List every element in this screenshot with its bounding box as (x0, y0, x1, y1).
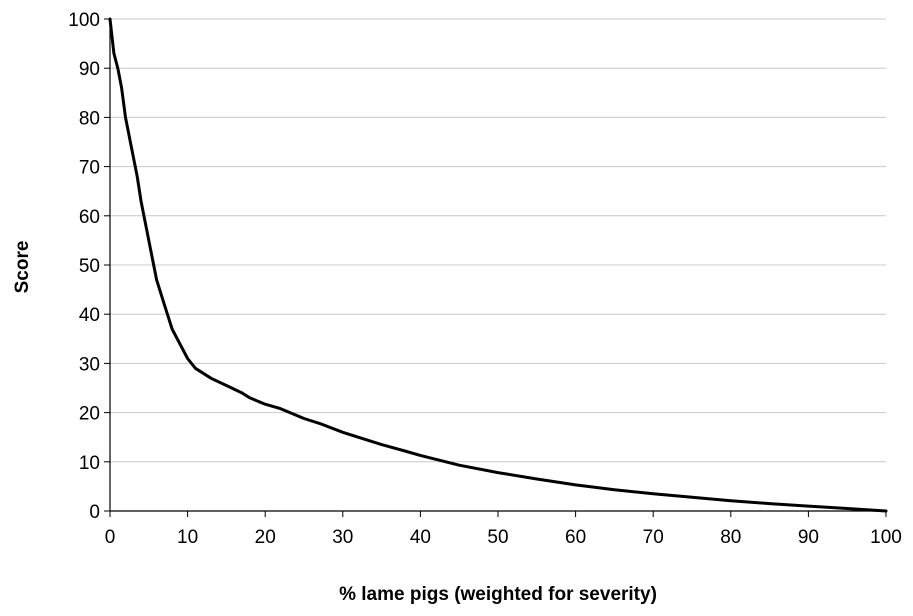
x-tick-label-3: 30 (332, 527, 353, 548)
y-tick-label-8: 80 (79, 108, 100, 129)
y-tick-label-0: 0 (89, 502, 100, 523)
y-tick-label-3: 30 (79, 354, 100, 375)
series-line-0 (108, 17, 888, 513)
y-tick-label-1: 10 (79, 453, 100, 474)
y-tick-label-7: 70 (79, 158, 100, 179)
x-tick-label-1: 10 (177, 527, 198, 548)
tick-labels: 0 10 20 30 40 50 60 70 80 90 100 0 10 20 30 40 50 60 70 80 9… (68, 10, 902, 548)
x-axis-title: % lame pigs (weighted for severity) (339, 584, 657, 605)
y-tick-label-5: 50 (79, 256, 100, 277)
x-tick-label-10: 100 (870, 527, 902, 548)
series (108, 17, 888, 513)
axes (104, 18, 887, 517)
x-tick-label-6: 60 (565, 527, 586, 548)
y-tick-label-9: 90 (79, 59, 100, 80)
y-tick-label-4: 40 (79, 305, 100, 326)
y-tick-label-6: 60 (79, 207, 100, 228)
grid-lines (110, 18, 886, 463)
x-tick-label-0: 0 (105, 527, 116, 548)
y-axis-title: Score (12, 241, 33, 294)
y-tick-label-2: 20 (79, 404, 100, 425)
x-tick-label-8: 80 (720, 527, 741, 548)
x-tick-label-2: 20 (255, 527, 276, 548)
y-tick-label-10: 100 (68, 10, 100, 31)
x-tick-label-4: 40 (410, 527, 431, 548)
x-tick-label-9: 90 (798, 527, 819, 548)
x-tick-label-5: 50 (487, 527, 508, 548)
x-tick-label-7: 70 (643, 527, 664, 548)
